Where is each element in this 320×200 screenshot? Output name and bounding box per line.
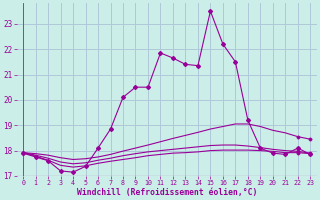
X-axis label: Windchill (Refroidissement éolien,°C): Windchill (Refroidissement éolien,°C)	[76, 188, 257, 197]
